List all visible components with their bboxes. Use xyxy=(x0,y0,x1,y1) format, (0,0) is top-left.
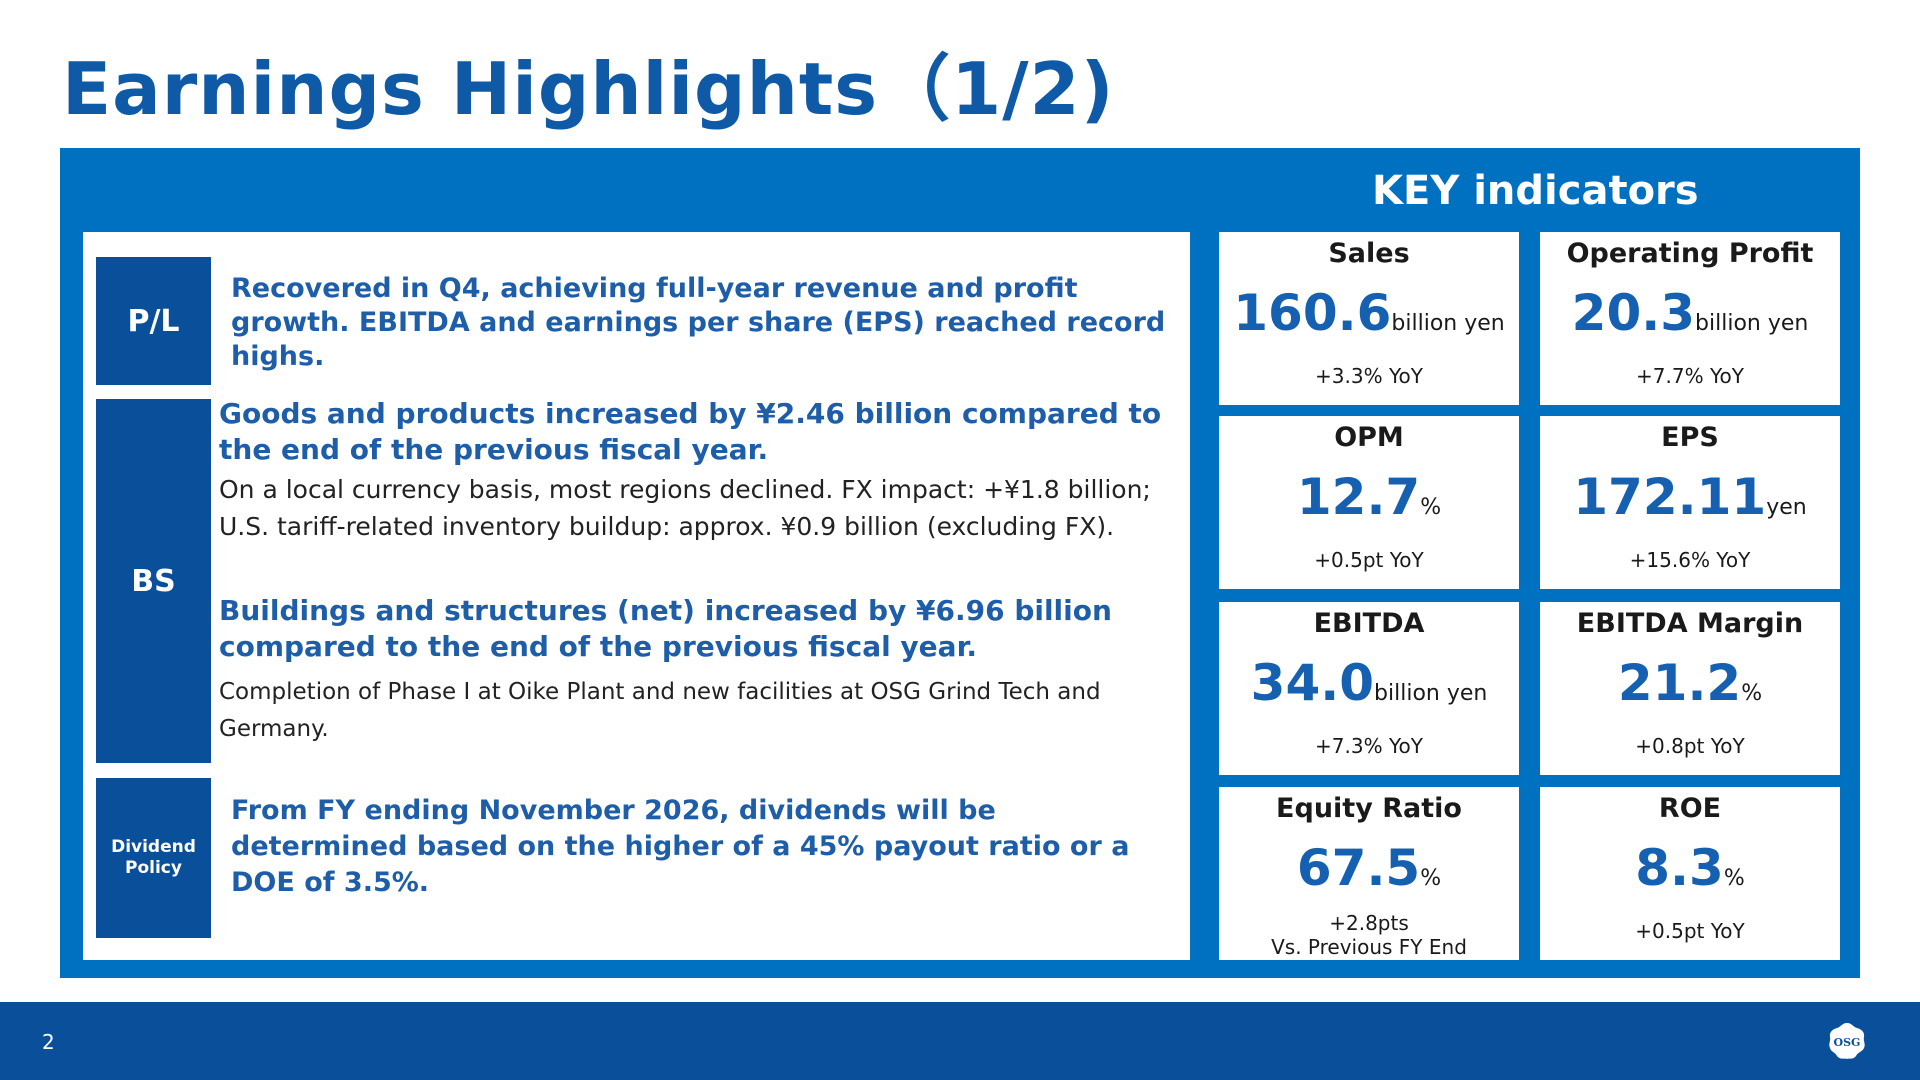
equity-ratio-value-row: 67.5% xyxy=(1219,839,1519,897)
ebitda-margin-value: 21.2 xyxy=(1617,654,1742,712)
key-indicators-heading: KEY indicators xyxy=(1372,168,1699,214)
page-number: 2 xyxy=(42,1030,55,1054)
sales-change: +3.3% YoY xyxy=(1315,364,1423,388)
ebitda-title: EBITDA xyxy=(1313,608,1425,639)
sales-value: 160.6 xyxy=(1233,284,1392,342)
dividend-label-line2: Policy xyxy=(125,858,182,878)
roe-card: ROE 8.3% +0.5pt YoY xyxy=(1540,787,1840,960)
sales-value-row: 160.6billion yen xyxy=(1219,284,1519,342)
ebitda-change: +7.3% YoY xyxy=(1315,734,1423,758)
ebitda-unit: billion yen xyxy=(1374,681,1488,706)
highlights-box xyxy=(83,232,1190,960)
ebitda-value: 34.0 xyxy=(1250,654,1375,712)
roe-value-row: 8.3% xyxy=(1540,839,1840,897)
equity-ratio-change-line2: Vs. Previous FY End xyxy=(1271,935,1467,959)
roe-title: ROE xyxy=(1658,793,1722,824)
page-title: Earnings Highlights（1/2) xyxy=(62,47,1115,131)
sales-title: Sales xyxy=(1328,238,1410,269)
opm-change: +0.5pt YoY xyxy=(1314,548,1424,572)
bs-buildings-headline: Buildings and structures (net) increased… xyxy=(219,594,1112,663)
ebitda-value-row: 34.0billion yen xyxy=(1219,654,1519,712)
equity-ratio-change-line1: +2.8pts xyxy=(1329,911,1409,935)
opm-value: 12.7 xyxy=(1296,468,1421,526)
footer-bar xyxy=(0,1002,1920,1080)
opm-card: OPM 12.7% +0.5pt YoY xyxy=(1219,416,1519,589)
eps-change: +15.6% YoY xyxy=(1629,548,1751,572)
equity-ratio-card: Equity Ratio 67.5% +2.8pts Vs. Previous … xyxy=(1219,787,1519,960)
equity-ratio-title: Equity Ratio xyxy=(1276,793,1462,824)
eps-title: EPS xyxy=(1661,422,1719,453)
eps-value-row: 172.11yen xyxy=(1540,468,1840,526)
bs-label: BS xyxy=(96,399,211,763)
eps-value: 172.11 xyxy=(1573,468,1767,526)
sales-unit: billion yen xyxy=(1391,311,1505,336)
opm-value-row: 12.7% xyxy=(1219,468,1519,526)
operating-profit-title: Operating Profit xyxy=(1566,238,1814,269)
ebitda-card: EBITDA 34.0billion yen +7.3% YoY xyxy=(1219,602,1519,775)
bs-buildings-detail: Completion of Phase I at Oike Plant and … xyxy=(219,679,1101,742)
eps-card: EPS 172.11yen +15.6% YoY xyxy=(1540,416,1840,589)
operating-profit-value-row: 20.3billion yen xyxy=(1540,284,1840,342)
bs-goods-headline: Goods and products increased by ¥2.46 bi… xyxy=(219,397,1162,466)
pl-label: P/L xyxy=(96,257,211,385)
operating-profit-card: Operating Profit 20.3billion yen +7.7% Y… xyxy=(1540,232,1840,405)
osg-logo-icon: OSG xyxy=(1829,1023,1865,1059)
operating-profit-value: 20.3 xyxy=(1571,284,1696,342)
dividend-label-line1: Dividend xyxy=(111,837,196,857)
operating-profit-unit: billion yen xyxy=(1695,311,1809,336)
ebitda-margin-value-row: 21.2% xyxy=(1540,654,1840,712)
ebitda-margin-unit: % xyxy=(1741,681,1763,706)
ebitda-margin-change: +0.8pt YoY xyxy=(1635,734,1745,758)
roe-change: +0.5pt YoY xyxy=(1635,919,1745,943)
dividend-policy-label: Dividend Policy xyxy=(96,778,211,938)
logo-text: OSG xyxy=(1834,1036,1861,1049)
operating-profit-change: +7.7% YoY xyxy=(1636,364,1744,388)
ebitda-margin-card: EBITDA Margin 21.2% +0.8pt YoY xyxy=(1540,602,1840,775)
roe-value: 8.3 xyxy=(1635,839,1724,897)
pl-headline: Recovered in Q4, achieving full-year rev… xyxy=(231,273,1166,372)
eps-unit: yen xyxy=(1766,495,1807,520)
dividend-headline: From FY ending November 2026, dividends … xyxy=(231,795,1130,898)
equity-ratio-unit: % xyxy=(1420,866,1442,891)
sales-card: Sales 160.6billion yen +3.3% YoY xyxy=(1219,232,1519,405)
bs-goods-detail: On a local currency basis, most regions … xyxy=(219,475,1151,541)
equity-ratio-value: 67.5 xyxy=(1296,839,1421,897)
opm-unit: % xyxy=(1420,495,1442,520)
opm-title: OPM xyxy=(1334,422,1404,453)
roe-unit: % xyxy=(1723,866,1745,891)
ebitda-margin-title: EBITDA Margin xyxy=(1576,608,1804,639)
equity-ratio-change: +2.8pts Vs. Previous FY End xyxy=(1219,911,1519,959)
